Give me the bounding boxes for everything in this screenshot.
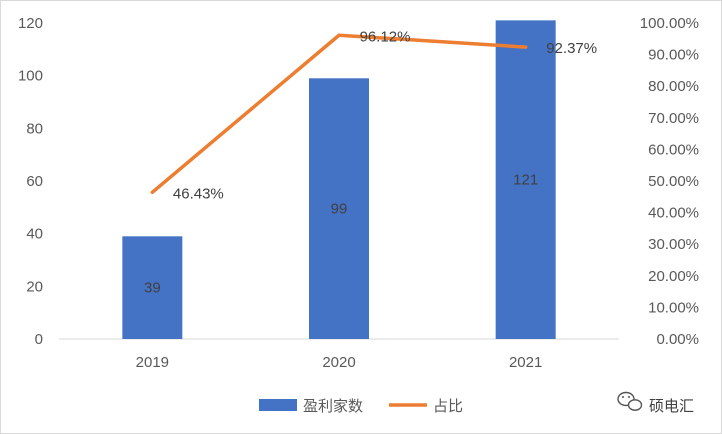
wechat-icon	[617, 391, 643, 411]
right-tick-label: 0.00%	[656, 331, 699, 348]
category-label: 2021	[509, 354, 542, 371]
legend-label-line: 占比	[433, 397, 463, 415]
bar	[309, 78, 369, 340]
right-tick-label: 90.00%	[648, 47, 699, 64]
right-tick-label: 50.00%	[648, 173, 699, 190]
left-tick-label: 120	[18, 15, 43, 32]
left-tick-label: 80	[26, 120, 43, 137]
right-tick-label: 20.00%	[648, 268, 699, 285]
category-label: 2019	[136, 354, 169, 371]
right-tick-label: 40.00%	[648, 205, 699, 222]
bar	[495, 20, 556, 339]
bar-series: 39 99 121	[122, 20, 556, 340]
line-series	[150, 33, 528, 195]
line-data-label: 96.12%	[360, 28, 411, 45]
bar-data-label: 99	[331, 201, 348, 218]
line-data-label: 46.43%	[173, 185, 224, 202]
legend-swatch-bar	[259, 399, 297, 411]
left-tick-label: 100	[18, 68, 43, 85]
right-tick-label: 60.00%	[648, 141, 699, 158]
category-labels: 2019 2020 2021	[136, 354, 543, 371]
left-tick-label: 20	[26, 278, 43, 295]
watermark-text: 硕电汇	[649, 397, 694, 415]
right-tick-label: 30.00%	[648, 236, 699, 253]
left-axis-ticks: 0 20 40 60 80 100 120	[18, 15, 43, 348]
bar	[122, 236, 183, 339]
right-tick-label: 70.00%	[648, 110, 699, 127]
legend-label-bar: 盈利家数	[303, 397, 363, 415]
line-data-label: 92.37%	[546, 40, 597, 57]
bar-data-label: 39	[144, 280, 161, 297]
category-label: 2020	[322, 354, 355, 371]
bar-data-label: 121	[513, 172, 538, 189]
left-tick-label: 0	[35, 331, 43, 348]
right-tick-label: 100.00%	[640, 15, 699, 32]
left-tick-label: 60	[26, 173, 43, 190]
watermark: 硕电汇	[617, 391, 694, 415]
right-tick-label: 10.00%	[648, 299, 699, 316]
line-data-labels: 46.43% 96.12% 92.37%	[173, 28, 597, 202]
legend: 盈利家数 占比	[259, 397, 463, 415]
left-tick-label: 40	[26, 226, 43, 243]
right-tick-label: 80.00%	[648, 78, 699, 95]
right-axis-ticks: 0.00% 10.00% 20.00% 30.00% 40.00% 50.00% 60.00…	[640, 15, 699, 348]
